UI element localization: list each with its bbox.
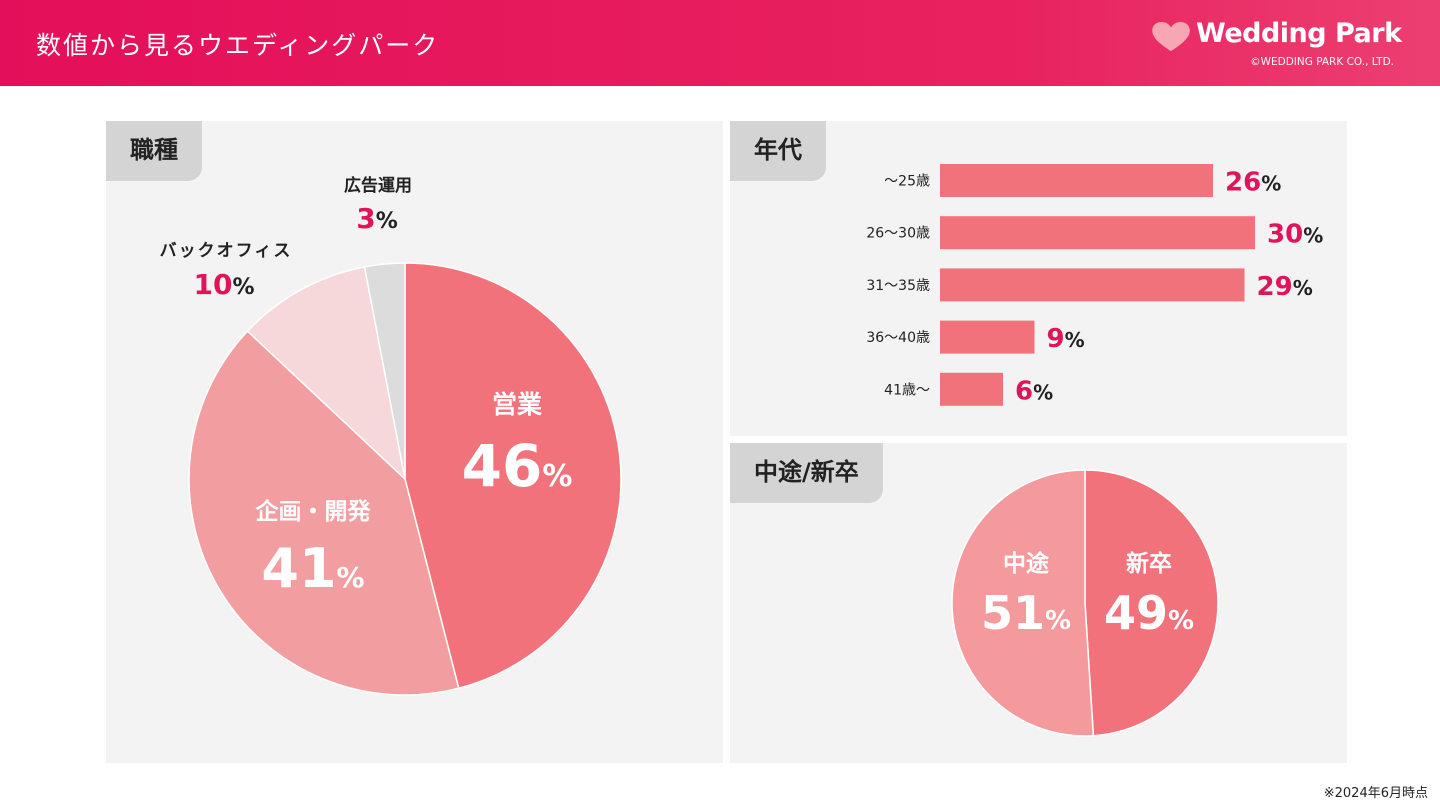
age-category-label: 41歳〜	[884, 382, 930, 398]
slice-value-ad-ops: 3%	[356, 202, 398, 235]
slice-label-ad-ops: 広告運用	[344, 175, 412, 196]
logo-text: Wedding Park	[1196, 18, 1402, 49]
age-bar	[940, 216, 1255, 250]
slice-label-new-graduate: 新卒	[1126, 550, 1172, 577]
age-bar-value: 9%	[1047, 324, 1085, 354]
age-panel: 〜25歳 26% 26〜30歳 30% 31〜35歳 29% 36〜40歳 9% 41歳〜 6% …	[730, 121, 1347, 436]
age-bar-value: 6%	[1015, 376, 1053, 406]
age-bar-value: 26%	[1225, 168, 1281, 198]
header-bar: 数値から見るウエディングパーク Wedding Park ©WEDDING PA…	[0, 0, 1440, 86]
slice-value-sales: 46%	[462, 432, 573, 500]
page-title: 数値から見るウエディングパーク	[36, 31, 440, 60]
pie-slice-sales	[404, 262, 622, 690]
age-bar-value: 30%	[1267, 220, 1323, 250]
age-bar	[940, 372, 1003, 406]
age-category-label: 〜25歳	[884, 174, 930, 190]
age-category-label: 36〜40歳	[866, 330, 930, 346]
slice-value-back-office: 10%	[193, 268, 254, 301]
hire-type-panel: 新卒 49% 中途 51% 中途/新卒	[730, 443, 1347, 763]
slice-label-sales: 営業	[492, 390, 542, 419]
age-tag: 年代	[730, 121, 826, 181]
heart-icon	[1152, 22, 1190, 52]
job-type-panel: 営業 46% 企画・開発 41% バックオフィス 10% 広告運用 3% 職種	[106, 121, 723, 763]
job-type-pie-chart: 営業 46% 企画・開発 41% バックオフィス 10% 広告運用 3%	[160, 175, 622, 696]
age-bar-value: 29%	[1257, 272, 1313, 302]
slice-label-mid-career: 中途	[1003, 550, 1050, 577]
wedding-park-logo: Wedding Park ©WEDDING PARK CO., LTD.	[1152, 18, 1402, 72]
age-bar	[940, 268, 1245, 302]
age-category-label: 31〜35歳	[866, 278, 930, 294]
slice-value-new-graduate: 49%	[1104, 586, 1194, 640]
age-category-label: 26〜30歳	[866, 226, 930, 242]
footnote: ※2024年6月時点	[1323, 786, 1428, 801]
job-type-tag: 職種	[106, 121, 202, 181]
pie-slice-ad-ops	[363, 262, 406, 480]
pie-slice-back-office	[246, 265, 407, 482]
slice-value-planning-dev: 41%	[261, 537, 364, 600]
pie-slice-planning-dev	[188, 330, 460, 696]
hire-type-pie-chart: 新卒 49% 中途 51%	[951, 469, 1219, 737]
age-bar	[940, 320, 1035, 354]
slice-label-back-office: バックオフィス	[160, 241, 293, 261]
age-bar	[940, 164, 1213, 197]
hire-type-tag: 中途/新卒	[730, 443, 883, 503]
copyright-text: ©WEDDING PARK CO., LTD.	[1250, 56, 1394, 68]
pie-slice-mid-career	[951, 469, 1095, 737]
age-bar-chart: 〜25歳 26% 26〜30歳 30% 31〜35歳 29% 36〜40歳 9% 41歳〜 6%	[866, 164, 1323, 406]
slice-label-planning-dev: 企画・開発	[255, 498, 372, 525]
slice-value-mid-career: 51%	[981, 586, 1071, 640]
pie-slice-new-graduate	[1084, 469, 1219, 737]
